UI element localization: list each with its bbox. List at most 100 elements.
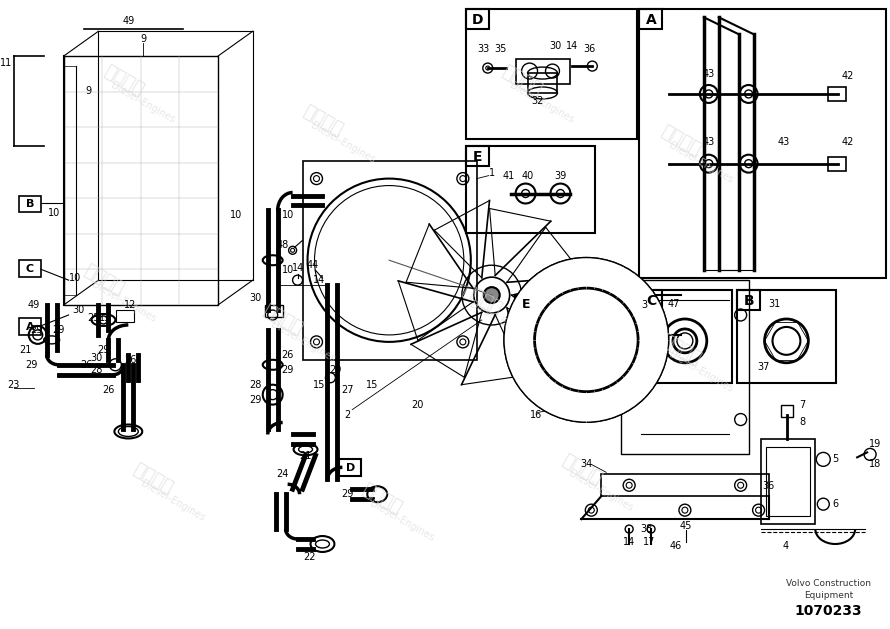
Text: 14: 14	[313, 275, 326, 285]
Text: 紫发动力: 紫发动力	[101, 62, 147, 99]
Text: 27: 27	[341, 385, 353, 394]
Bar	[765, 447, 811, 516]
Bar	[514, 295, 538, 312]
Text: 11: 11	[0, 58, 12, 68]
Text: 40: 40	[522, 170, 534, 181]
Bar	[621, 280, 748, 454]
Text: 7: 7	[799, 399, 805, 409]
Text: 44: 44	[306, 260, 319, 270]
Bar	[639, 290, 732, 382]
Bar	[737, 290, 837, 382]
Text: 17: 17	[643, 537, 655, 547]
Text: 49: 49	[122, 16, 134, 26]
Text: 紫发动力: 紫发动力	[658, 331, 704, 369]
Bar	[829, 87, 846, 101]
Circle shape	[535, 288, 638, 392]
Bar	[465, 9, 637, 139]
Text: 15: 15	[366, 380, 378, 390]
Text: 紫发动力: 紫发动力	[458, 282, 505, 319]
Text: 8: 8	[799, 416, 805, 426]
Text: D: D	[472, 13, 483, 27]
Bar	[515, 59, 570, 84]
Text: 14: 14	[291, 263, 303, 273]
Text: 1: 1	[489, 167, 495, 177]
Text: 29: 29	[341, 489, 353, 499]
Text: 15: 15	[313, 380, 326, 390]
Text: 10: 10	[69, 273, 82, 283]
Text: Volvo Construction: Volvo Construction	[786, 579, 870, 588]
Text: 3: 3	[641, 300, 647, 310]
Text: 紫发动力: 紫发动力	[658, 122, 704, 159]
Bar	[117, 310, 134, 322]
Text: 30: 30	[549, 41, 562, 51]
Text: 31: 31	[768, 299, 781, 309]
Text: 5: 5	[832, 454, 838, 464]
Text: 49: 49	[28, 300, 40, 310]
Text: Diesel-Engines: Diesel-Engines	[109, 81, 177, 125]
Text: 26: 26	[102, 385, 115, 394]
Text: A: A	[645, 13, 657, 27]
Text: Diesel-Engines: Diesel-Engines	[568, 469, 635, 514]
Text: 37: 37	[757, 362, 770, 372]
Text: 26: 26	[80, 360, 93, 370]
Text: 4: 4	[782, 541, 789, 551]
Text: 45: 45	[680, 521, 692, 531]
Text: 29: 29	[97, 345, 109, 355]
Text: 29: 29	[26, 360, 38, 370]
Text: 29: 29	[30, 325, 43, 335]
Text: E: E	[473, 150, 482, 164]
Circle shape	[505, 259, 668, 421]
Text: 33: 33	[478, 44, 490, 54]
Bar	[829, 157, 846, 170]
Text: 30: 30	[249, 293, 262, 303]
Text: 9: 9	[141, 34, 146, 44]
Bar	[465, 9, 489, 29]
Text: 10: 10	[281, 265, 294, 276]
Bar	[465, 146, 489, 165]
Text: 25: 25	[87, 313, 100, 323]
Text: 46: 46	[670, 541, 682, 551]
Bar	[761, 440, 815, 524]
Bar	[303, 160, 477, 360]
Text: 21: 21	[299, 452, 312, 462]
Circle shape	[535, 288, 638, 392]
Text: 紫发动力: 紫发动力	[260, 301, 306, 338]
Text: 紫发动力: 紫发动力	[299, 103, 345, 140]
Bar	[19, 196, 41, 213]
Text: 29: 29	[53, 325, 65, 335]
Text: 36: 36	[583, 44, 595, 54]
Circle shape	[505, 259, 668, 421]
Text: 2: 2	[344, 409, 351, 420]
Bar	[19, 318, 41, 335]
Text: 22: 22	[303, 552, 316, 562]
Text: 24: 24	[277, 469, 289, 479]
Text: 29: 29	[329, 365, 342, 375]
Text: A: A	[26, 322, 34, 332]
Text: 28: 28	[249, 380, 262, 390]
Text: 34: 34	[580, 459, 593, 469]
Text: 29: 29	[249, 394, 262, 404]
Text: Diesel-Engines: Diesel-Engines	[667, 140, 734, 185]
Text: 18: 18	[869, 459, 881, 469]
Bar	[602, 474, 769, 496]
Text: 42: 42	[842, 136, 854, 147]
Text: 14: 14	[566, 41, 578, 51]
Bar	[63, 56, 218, 305]
Text: 48: 48	[277, 240, 288, 250]
Text: 16: 16	[530, 409, 543, 420]
Text: Equipment: Equipment	[804, 591, 853, 600]
Text: 41: 41	[503, 170, 514, 181]
Text: 10: 10	[47, 208, 60, 218]
Text: 28: 28	[90, 365, 102, 375]
Text: 6: 6	[832, 499, 838, 509]
Bar	[781, 404, 793, 416]
Text: 26: 26	[124, 355, 136, 365]
Text: C: C	[646, 294, 656, 308]
Text: Diesel-Engines: Diesel-Engines	[269, 320, 336, 364]
Text: 14: 14	[623, 537, 635, 547]
Text: D: D	[345, 464, 355, 474]
Text: 19: 19	[869, 440, 881, 450]
Text: 43: 43	[703, 136, 715, 147]
Text: Diesel-Engines: Diesel-Engines	[507, 81, 575, 125]
Bar	[737, 290, 759, 310]
